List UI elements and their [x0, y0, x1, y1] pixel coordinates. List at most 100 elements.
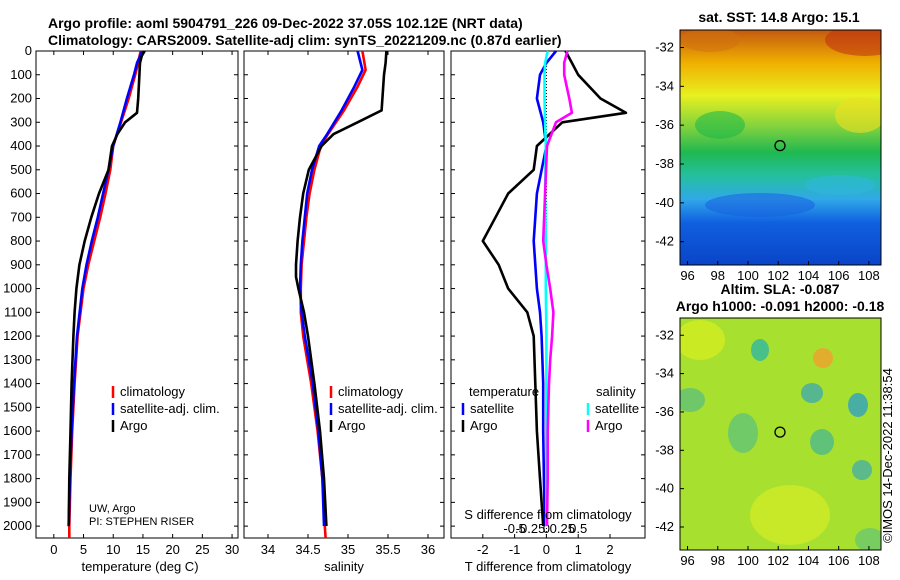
map-x-tick-label: 106 [828, 268, 850, 283]
y-tick-label: 500 [10, 162, 32, 177]
x-tick-label: -1 [509, 542, 521, 557]
map-y-tick-label: -38 [655, 156, 674, 171]
salinity-legend: climatology satellite-adj. clim. Argo [329, 384, 438, 433]
y-tick-label: 300 [10, 114, 32, 129]
sst-cold-patch [805, 175, 875, 195]
legend-sal-satellite-label: satellite [595, 401, 639, 416]
legend-argo-label: Argo [120, 418, 147, 433]
x-tick-label: 2 [606, 542, 613, 557]
sst-warm-patch [680, 30, 740, 52]
sst-pattern [680, 30, 881, 217]
y-tick-label: 200 [10, 91, 32, 106]
x-tick-label: 30 [225, 542, 239, 557]
sst-argo-location-marker [774, 139, 786, 152]
map-y-tick-label: -36 [655, 404, 674, 419]
sst-cold-patch [705, 193, 815, 217]
sla-map-title-line1: Altim. SLA: -0.087 [720, 281, 839, 297]
x-tick-label: 1 [575, 542, 582, 557]
map-x-tick-label: 102 [767, 268, 789, 283]
sla-argo-location-marker [774, 426, 786, 438]
salinity-tick-label: -0.5 [503, 521, 525, 536]
legend-satellite-label: satellite-adj. clim. [120, 401, 220, 416]
sst-warm-patch [825, 30, 881, 56]
x-tick-label: 10 [106, 542, 120, 557]
x-tick-label: 0 [50, 542, 57, 557]
map-y-tick-label: -36 [655, 117, 674, 132]
credit-line2: PI: STEPHEN RISER [89, 516, 194, 528]
x-tick-label: 34 [261, 542, 275, 557]
salinity-plot-frame [243, 50, 445, 539]
map-x-tick-label: 100 [737, 268, 759, 283]
map-y-tick-label: -42 [655, 519, 674, 534]
sst-map: 96 98 100 102 104 106 108 -32 -34 -36 -38 -40 -42 [655, 29, 882, 283]
y-tick-label: 100 [10, 67, 32, 82]
y-tick-label: 1700 [3, 447, 32, 462]
map-y-tick-label: -34 [655, 78, 674, 93]
sla-low-eddy [810, 429, 834, 455]
y-tick-label: 1500 [3, 399, 32, 414]
map-y-tick-label: -32 [655, 39, 674, 54]
y-tick-label: 2000 [3, 518, 32, 533]
x-tick-label: 20 [165, 542, 179, 557]
y-tick-label: 400 [10, 138, 32, 153]
y-tick-label: 1200 [3, 328, 32, 343]
legend-temperature-title: temperature [469, 384, 539, 399]
y-tick-label: 700 [10, 209, 32, 224]
series-line-argo [294, 50, 388, 527]
salinity-xlabel: salinity [324, 559, 364, 574]
sla-high-patch [680, 320, 725, 360]
legend-sal-argo-label: Argo [595, 418, 622, 433]
legend-climatology-label: climatology [120, 384, 186, 399]
sla-pattern [680, 320, 881, 550]
sla-high-eddy [813, 348, 833, 368]
temperature-plot-frame [35, 50, 239, 539]
y-tick-label: 1400 [3, 376, 32, 391]
legend-temp-argo-label: Argo [470, 418, 497, 433]
map-x-tick-label: 98 [711, 268, 725, 283]
series-line-argo [67, 50, 146, 527]
x-tick-label: 35.5 [375, 542, 400, 557]
y-tick-label: 1800 [3, 471, 32, 486]
map-x-tick-label: 106 [828, 553, 850, 568]
sla-low-eddy [728, 413, 758, 453]
temperature-chart: 0100200300400500600700800900100011001200… [3, 43, 239, 557]
map-y-tick-label: -32 [655, 327, 674, 342]
salinity-tick-label: 0.25 [550, 521, 575, 536]
sst-field [680, 30, 881, 265]
sla-low-eddy [852, 460, 872, 480]
map-x-tick-label: 100 [737, 553, 759, 568]
sla-map-title-line2: Argo h1000: -0.091 h2000: -0.18 [676, 298, 885, 314]
sst-map-axes: 96 98 100 102 104 106 108 -32 -34 -36 -38 -40 -42 [655, 39, 880, 283]
legend-satellite-label: satellite-adj. clim. [338, 401, 438, 416]
sla-low-eddy [801, 383, 823, 403]
sla-low-eddy [680, 388, 705, 412]
salinity-chart: 34 34.5 35 35.5 36 [244, 50, 444, 557]
sla-map-frame [679, 317, 882, 551]
y-tick-label: 900 [10, 257, 32, 272]
sla-high-patch [750, 485, 830, 545]
sst-map-frame [679, 29, 882, 266]
y-tick-label: 600 [10, 186, 32, 201]
x-tick-label: 36 [421, 542, 435, 557]
legend-argo-label: Argo [338, 418, 365, 433]
y-tick-label: 1900 [3, 494, 32, 509]
series-line-satellite-adj-clim- [67, 50, 144, 527]
y-tick-label: 1600 [3, 423, 32, 438]
map-x-tick-label: 96 [680, 268, 694, 283]
legend-salinity-title: salinity [596, 384, 636, 399]
sst-cool-patch [695, 111, 745, 139]
x-tick-label: 35 [341, 542, 355, 557]
x-tick-label: 34.5 [295, 542, 320, 557]
legend-temp-satellite-label: satellite [470, 401, 514, 416]
difference-xlabel: T difference from climatology [465, 559, 632, 574]
y-tick-label: 1100 [4, 304, 32, 319]
timestamp-side-label: ©IMOS 14-Dec-2022 11:38:54 [880, 368, 895, 543]
map-x-tick-label: 104 [798, 553, 820, 568]
x-tick-label: 5 [80, 542, 87, 557]
legend-climatology-label: climatology [338, 384, 404, 399]
map-y-tick-label: -40 [655, 195, 674, 210]
sla-map: 96 98 100 102 104 106 108 -32 -34 -36 -38 -40 -42 [655, 317, 882, 568]
map-x-tick-label: 98 [711, 553, 725, 568]
series-line-salinity-argo [541, 50, 574, 527]
